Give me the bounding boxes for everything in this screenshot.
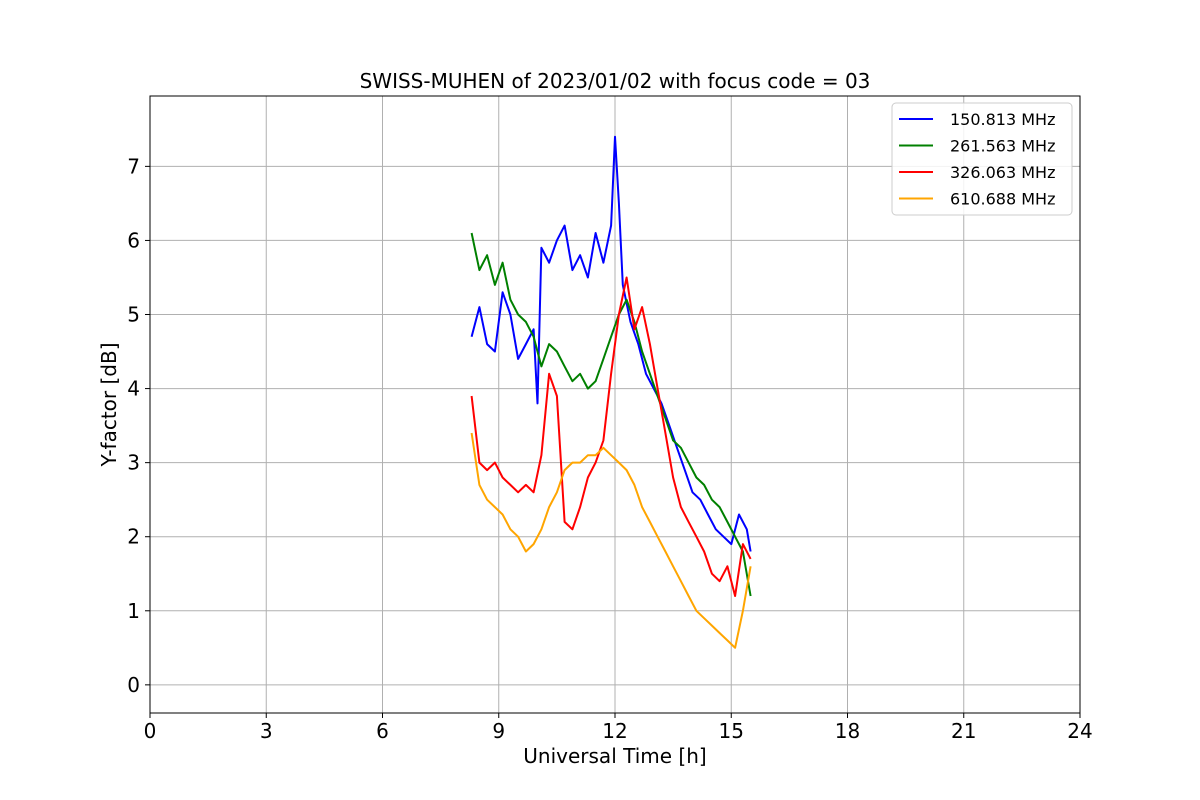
legend: 150.813 MHz 261.563 MHz 326.063 MHz 610.688…	[891, 102, 1073, 216]
series-line	[470, 135, 752, 552]
x-tick-label: 15	[719, 719, 744, 743]
x-tick-label: 0	[144, 719, 157, 743]
chart-title: SWISS-MUHEN of 2023/01/02 with focus cod…	[360, 69, 871, 93]
y-axis-label: Y-factor [dB]	[97, 342, 121, 467]
x-tick-label: 6	[376, 719, 389, 743]
x-tick-label: 3	[260, 719, 273, 743]
y-tick-label: 1	[127, 599, 140, 623]
x-tick-label: 24	[1067, 719, 1092, 743]
y-tick-label: 4	[127, 377, 140, 401]
legend-box	[891, 102, 1073, 216]
legend-entry: 261.563 MHz	[950, 137, 1055, 156]
x-tick-label: 9	[492, 719, 505, 743]
x-axis: 0 3 6 9 12 15 18 21 24	[144, 713, 1093, 743]
legend-entry: 610.688 MHz	[950, 190, 1055, 209]
x-tick-label: 18	[835, 719, 860, 743]
y-tick-label: 6	[127, 228, 140, 252]
x-axis-label: Universal Time [h]	[523, 744, 706, 768]
x-tick-label: 21	[951, 719, 976, 743]
y-tick-label: 0	[127, 673, 140, 697]
y-tick-label: 2	[127, 525, 140, 549]
series-group	[470, 135, 752, 649]
series-line	[470, 232, 752, 597]
y-tick-label: 5	[127, 303, 140, 327]
legend-entry: 326.063 MHz	[950, 163, 1055, 182]
x-tick-label: 12	[602, 719, 627, 743]
series-line	[470, 276, 752, 597]
y-tick-label: 3	[127, 451, 140, 475]
y-axis: 0 1 2 3 4 5 6 7	[127, 154, 150, 697]
y-tick-label: 7	[127, 154, 140, 178]
legend-entry: 150.813 MHz	[950, 110, 1055, 129]
series-line	[470, 432, 752, 649]
